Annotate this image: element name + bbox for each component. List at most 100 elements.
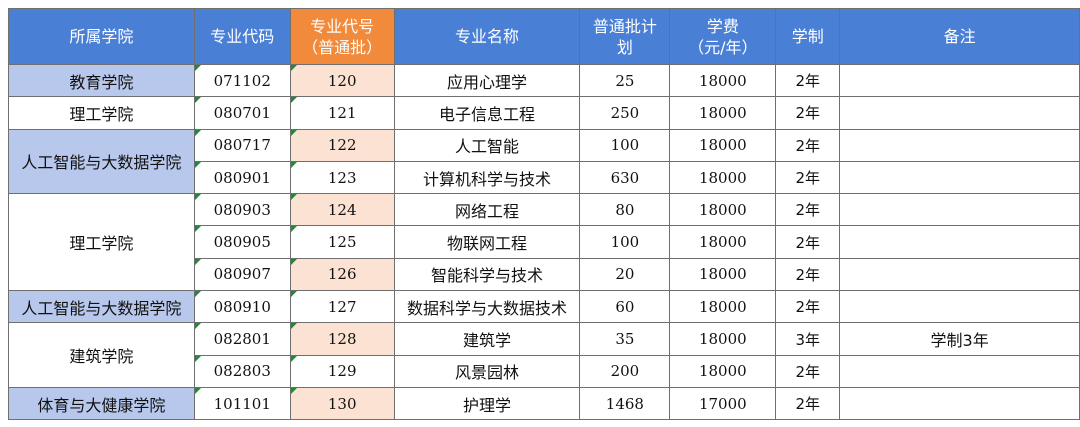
- cell-duration[interactable]: 2年: [775, 96, 841, 130]
- cell-college[interactable]: 理工学院: [8, 96, 195, 130]
- cell-major-name[interactable]: 护理学: [393, 386, 581, 421]
- cell-duration[interactable]: 2年: [775, 290, 841, 324]
- cell-college[interactable]: 建筑学院: [8, 322, 195, 388]
- cell-quota[interactable]: 1468: [579, 386, 671, 421]
- header-college[interactable]: 所属学院: [8, 8, 195, 65]
- header-major-code[interactable]: 专业代码: [193, 8, 291, 65]
- cell-major-code[interactable]: 082801: [193, 322, 291, 356]
- cell-major-name[interactable]: 人工智能: [393, 128, 581, 162]
- header-tuition[interactable]: 学费 （元/年）: [669, 8, 777, 65]
- cell-duration[interactable]: 2年: [775, 225, 841, 259]
- cell-note[interactable]: [839, 96, 1080, 130]
- cell-major-number[interactable]: 130: [289, 386, 395, 421]
- cell-major-name[interactable]: 计算机科学与技术: [393, 160, 581, 195]
- cell-note[interactable]: [839, 257, 1080, 292]
- cell-tuition[interactable]: 18000: [669, 193, 777, 227]
- cell-note[interactable]: [839, 225, 1080, 259]
- cell-major-name[interactable]: 建筑学: [393, 322, 581, 356]
- cell-duration[interactable]: 2年: [775, 160, 841, 195]
- table-row: 人工智能与大数据学院 080717 122 人工智能 100 18000 2年: [8, 128, 1080, 195]
- cell-quota[interactable]: 60: [579, 290, 671, 324]
- cell-duration[interactable]: 2年: [775, 257, 841, 292]
- cell-major-name[interactable]: 网络工程: [393, 193, 581, 227]
- text-number-indicator-icon: [291, 259, 297, 265]
- cell-duration[interactable]: 3年: [775, 322, 841, 356]
- cell-duration[interactable]: 2年: [775, 128, 841, 162]
- cell-note[interactable]: 学制3年: [839, 322, 1080, 356]
- text-number-indicator-icon: [195, 291, 201, 298]
- cell-note[interactable]: [839, 63, 1080, 98]
- cell-major-number[interactable]: 123: [289, 160, 395, 195]
- cell-college[interactable]: 教育学院: [8, 63, 195, 98]
- cell-major-number[interactable]: 125: [289, 225, 395, 259]
- cell-duration[interactable]: 2年: [775, 354, 841, 388]
- text-number-indicator-icon: [291, 388, 297, 394]
- cell-tuition[interactable]: 18000: [669, 225, 777, 259]
- cell-major-number[interactable]: 121: [289, 96, 395, 130]
- cell-major-name[interactable]: 数据科学与大数据技术: [393, 290, 581, 324]
- cell-major-code[interactable]: 080910: [193, 290, 291, 324]
- cell-quota[interactable]: 20: [579, 257, 671, 292]
- cell-quota[interactable]: 100: [579, 225, 671, 259]
- cell-tuition[interactable]: 18000: [669, 96, 777, 130]
- cell-duration[interactable]: 2年: [775, 386, 841, 421]
- cell-tuition[interactable]: 18000: [669, 160, 777, 195]
- cell-major-code[interactable]: 080903: [193, 193, 291, 227]
- cell-major-code[interactable]: 080901: [193, 160, 291, 195]
- cell-major-code[interactable]: 101101: [193, 386, 291, 421]
- cell-duration[interactable]: 2年: [775, 193, 841, 227]
- cell-major-number[interactable]: 128: [289, 322, 395, 356]
- cell-note[interactable]: [839, 160, 1080, 195]
- cell-major-number[interactable]: 120: [289, 63, 395, 98]
- cell-major-name[interactable]: 物联网工程: [393, 225, 581, 259]
- table-row: 人工智能与大数据学院 080910 127 数据科学与大数据技术 60 18000 2年: [8, 290, 1080, 324]
- cell-college[interactable]: 理工学院: [8, 193, 195, 292]
- cell-duration[interactable]: 2年: [775, 63, 841, 98]
- header-quota[interactable]: 普通批计 划: [579, 8, 671, 65]
- cell-note[interactable]: [839, 290, 1080, 324]
- cell-major-name[interactable]: 风景园林: [393, 354, 581, 388]
- spreadsheet: 所属学院 专业代码 专业代号 （普通批） 专业名称 普通批计 划 学费 （元/年…: [8, 8, 1080, 421]
- cell-major-code[interactable]: 082803: [193, 354, 291, 388]
- cell-college[interactable]: 人工智能与大数据学院: [8, 128, 195, 195]
- cell-college[interactable]: 人工智能与大数据学院: [8, 290, 195, 324]
- text-number-indicator-icon: [195, 162, 201, 168]
- cell-quota[interactable]: 100: [579, 128, 671, 162]
- cell-major-code[interactable]: 080905: [193, 225, 291, 259]
- cell-major-code[interactable]: 080717: [193, 128, 291, 162]
- cell-major-name[interactable]: 电子信息工程: [393, 96, 581, 130]
- cell-quota[interactable]: 35: [579, 322, 671, 356]
- header-note[interactable]: 备注: [839, 8, 1080, 65]
- cell-note[interactable]: [839, 386, 1080, 421]
- header-major-name[interactable]: 专业名称: [393, 8, 581, 65]
- cell-tuition[interactable]: 18000: [669, 128, 777, 162]
- cell-major-name[interactable]: 应用心理学: [393, 63, 581, 98]
- cell-major-code[interactable]: 071102: [193, 63, 291, 98]
- cell-major-code[interactable]: 080907: [193, 257, 291, 292]
- cell-major-number[interactable]: 127: [289, 290, 395, 324]
- cell-note[interactable]: [839, 128, 1080, 162]
- cell-major-number[interactable]: 126: [289, 257, 395, 292]
- header-duration[interactable]: 学制: [775, 8, 841, 65]
- cell-quota[interactable]: 630: [579, 160, 671, 195]
- cell-note[interactable]: [839, 193, 1080, 227]
- cell-note[interactable]: [839, 354, 1080, 388]
- cell-quota[interactable]: 200: [579, 354, 671, 388]
- cell-major-number[interactable]: 129: [289, 354, 395, 388]
- cell-major-number[interactable]: 124: [289, 193, 395, 227]
- cell-quota[interactable]: 250: [579, 96, 671, 130]
- cell-major-number[interactable]: 122: [289, 128, 395, 162]
- cell-major-name[interactable]: 智能科学与技术: [393, 257, 581, 292]
- cell-tuition[interactable]: 18000: [669, 322, 777, 356]
- text-number-indicator-icon: [291, 130, 297, 136]
- cell-tuition[interactable]: 18000: [669, 257, 777, 292]
- cell-college[interactable]: 体育与大健康学院: [8, 386, 195, 421]
- header-major-number[interactable]: 专业代号 （普通批）: [289, 8, 395, 65]
- cell-quota[interactable]: 25: [579, 63, 671, 98]
- cell-tuition[interactable]: 17000: [669, 386, 777, 421]
- cell-tuition[interactable]: 18000: [669, 354, 777, 388]
- cell-major-code[interactable]: 080701: [193, 96, 291, 130]
- cell-tuition[interactable]: 18000: [669, 63, 777, 98]
- cell-quota[interactable]: 80: [579, 193, 671, 227]
- cell-tuition[interactable]: 18000: [669, 290, 777, 324]
